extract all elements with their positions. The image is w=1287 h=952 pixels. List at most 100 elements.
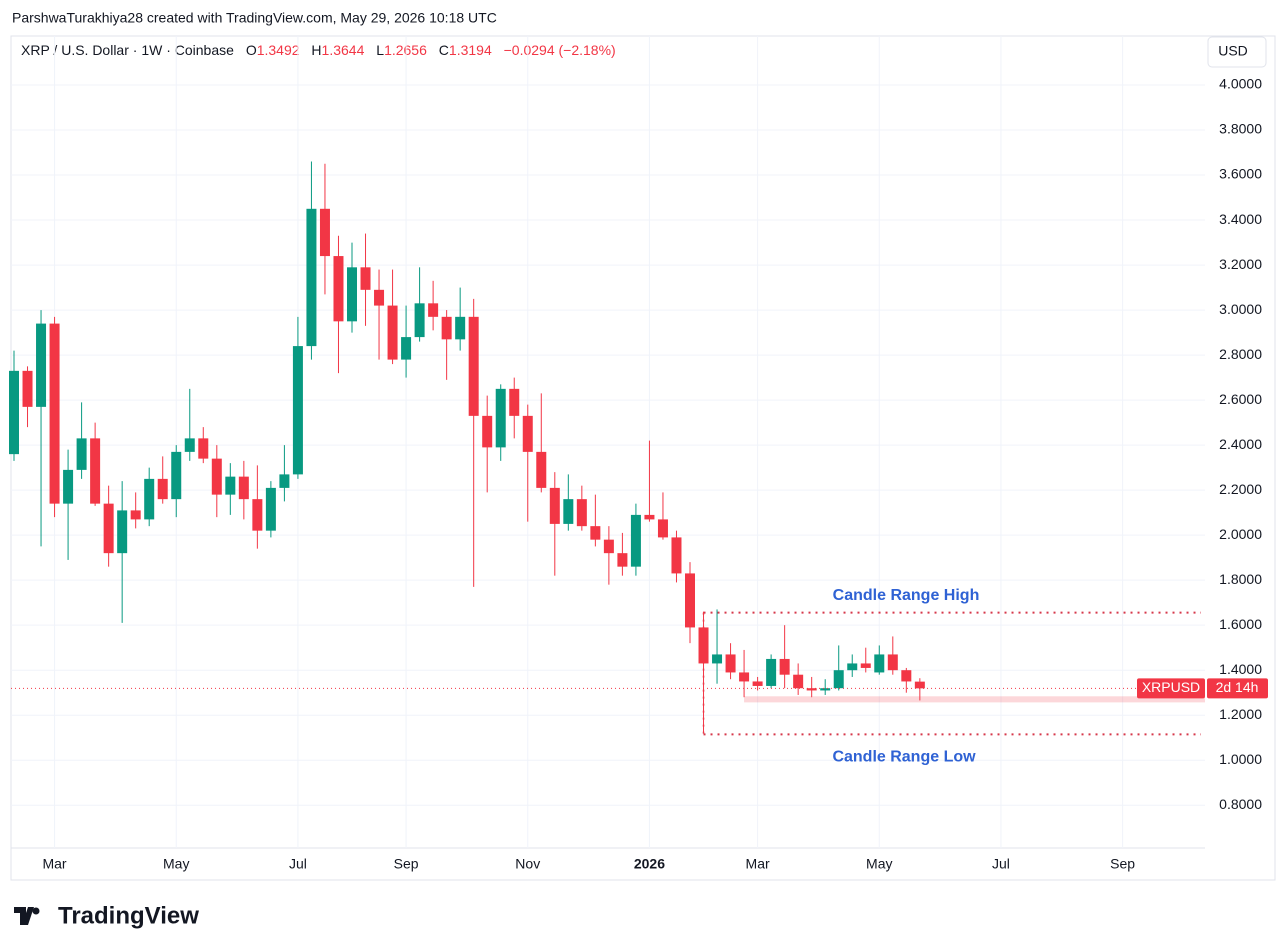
marks (9, 161, 1205, 736)
low-label: L (376, 42, 384, 58)
candle-body (90, 438, 101, 504)
y-tick-label: 2.8000 (1219, 346, 1262, 362)
candle-body (36, 323, 47, 407)
candle-body (63, 469, 74, 504)
candle-body (820, 688, 831, 691)
y-tick-label: 3.4000 (1219, 211, 1262, 227)
currency[interactable]: USD (1218, 43, 1248, 59)
y-tick-label: 2.2000 (1219, 481, 1262, 497)
logo: TradingView (14, 902, 199, 929)
candle-body (752, 681, 763, 686)
candle-body (563, 499, 574, 524)
candle-body (333, 256, 344, 322)
candle-body (387, 305, 398, 360)
y-tick-label: 3.2000 (1219, 256, 1262, 272)
candle-body (252, 499, 263, 531)
x-tick-label: 2026 (634, 856, 665, 872)
y-tick-label: 3.6000 (1219, 166, 1262, 182)
candle-body (603, 539, 614, 554)
y-tick-label: 1.0000 (1219, 751, 1262, 767)
candle-body (455, 316, 466, 340)
y-tick-label: 3.8000 (1219, 121, 1262, 137)
candle-body (157, 478, 168, 500)
close-label: C (439, 42, 449, 58)
candle-body (117, 510, 128, 554)
countdown-box (1207, 678, 1268, 699)
candle-body (644, 514, 655, 520)
open-label: O (246, 42, 257, 58)
candle-body (103, 503, 114, 554)
candle-body (292, 346, 303, 475)
candle-body (806, 688, 817, 691)
close-value: 1.3194 (449, 42, 492, 58)
x-tick-label: Mar (746, 856, 770, 872)
symbol: XRP / U.S. Dollar · 1W · Coinbase (21, 42, 234, 58)
x-tick-label: Jul (289, 856, 307, 872)
candle-body (22, 370, 33, 407)
candle-body (414, 303, 425, 338)
candle-body (171, 451, 182, 500)
x-tick-label: Mar (42, 856, 66, 872)
candle-body (509, 388, 520, 416)
y-tick-label: 2.4000 (1219, 436, 1262, 452)
candle-body (319, 208, 330, 257)
candle-body (495, 388, 506, 448)
price-tag-box (1137, 678, 1205, 699)
candle-body (766, 658, 777, 686)
candle-body (887, 654, 898, 671)
range-low-label: Candle Range Low (832, 749, 976, 766)
candle-body (211, 458, 222, 495)
x-tick-label: May (163, 856, 189, 872)
candle-body (874, 654, 885, 673)
y-tick-label: 0.8000 (1219, 796, 1262, 812)
logo-dot (32, 907, 40, 915)
candle-body (630, 514, 641, 567)
logo-mark (14, 907, 34, 925)
candle-body (306, 208, 317, 347)
candle-body (482, 415, 493, 448)
range-high-label: Candle Range High (833, 587, 980, 604)
candle-body (914, 681, 925, 689)
candle-body (725, 654, 736, 673)
open-value: 1.3492 (257, 42, 300, 58)
candle-body (590, 526, 601, 540)
candle-body (130, 510, 141, 520)
candle-body (238, 476, 249, 500)
currency-box[interactable] (1207, 36, 1267, 68)
candle-body (428, 303, 439, 317)
candle-body (198, 438, 209, 459)
candle-body (576, 499, 587, 527)
candle-body (685, 573, 695, 628)
candle-body (401, 337, 412, 360)
candle-body (793, 674, 804, 689)
candle-body (617, 553, 628, 567)
header: XRP / U.S. Dollar · 1W · Coinbase O1.349… (21, 42, 616, 58)
candle-body (441, 316, 452, 340)
x-tick-label: Sep (1110, 856, 1135, 872)
candle-body (698, 627, 709, 664)
candle-body (347, 267, 357, 322)
y-tick-label: 1.2000 (1219, 706, 1262, 722)
candle-body (279, 474, 290, 488)
change: −0.0294 (−2.18%) (504, 42, 616, 58)
y-tick-label: 3.0000 (1219, 301, 1262, 317)
high-value: 1.3644 (322, 42, 365, 58)
candle-body (360, 267, 371, 290)
y-tick-label: 2.6000 (1219, 391, 1262, 407)
high-label: H (311, 42, 321, 58)
low-value: 1.2656 (384, 42, 427, 58)
x-tick-label: Nov (515, 856, 540, 872)
candle-body (468, 316, 479, 416)
candle-body (374, 289, 385, 306)
y-tick-label: 2.0000 (1219, 526, 1262, 542)
candle-body (9, 370, 19, 455)
price-tag-symbol: XRPUSD (1142, 679, 1200, 695)
candle-body (657, 519, 668, 538)
candle-body (712, 654, 723, 664)
candle-body (549, 487, 560, 524)
y-tick-label: 1.4000 (1219, 661, 1262, 677)
x-tick-label: Sep (394, 856, 419, 872)
candle-body (184, 438, 195, 452)
y-tick-label: 1.6000 (1219, 616, 1262, 632)
